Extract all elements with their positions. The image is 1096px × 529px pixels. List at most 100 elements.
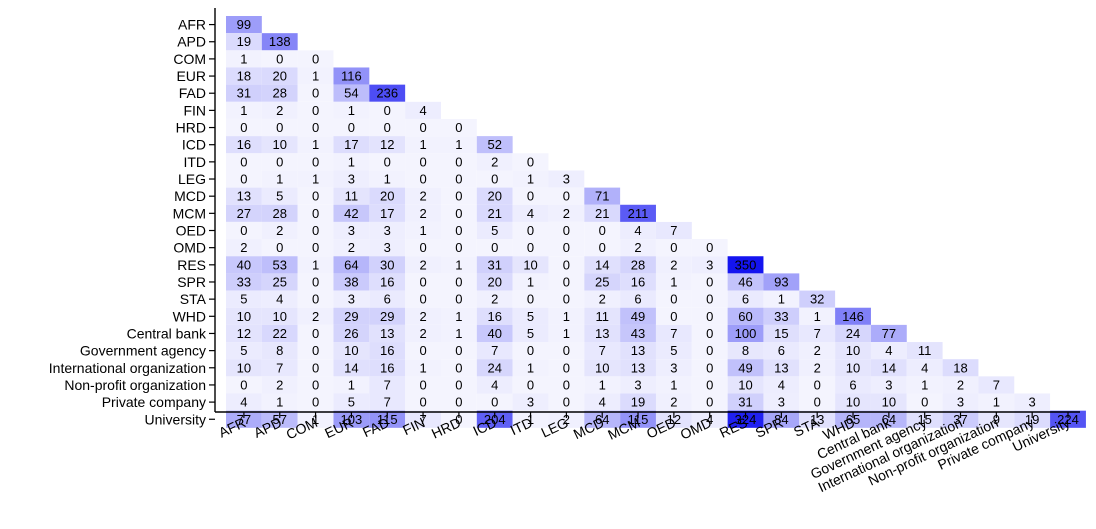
heatmap-cell-value: 0	[455, 172, 462, 187]
heatmap-cell	[405, 290, 441, 308]
heatmap-cell-value: 0	[527, 154, 534, 169]
heatmap-cell-value: 7	[814, 326, 821, 341]
heatmap-cell-value: 0	[312, 120, 319, 135]
heatmap-cell	[297, 84, 334, 102]
heatmap-cell-value: 49	[738, 360, 752, 375]
heatmap-cell	[297, 359, 334, 377]
heatmap-cell	[476, 170, 513, 188]
heatmap-cell-value: 7	[670, 223, 677, 238]
heatmap-cell	[476, 410, 513, 428]
heatmap-cell	[440, 136, 477, 154]
heatmap-cell	[261, 153, 298, 171]
heatmap-cell-value: 1	[419, 223, 426, 238]
heatmap-cell	[405, 410, 441, 428]
heatmap-cell	[655, 221, 692, 240]
heatmap-cell	[369, 221, 406, 240]
heatmap-cell	[584, 307, 621, 325]
heatmap-cell	[584, 256, 621, 274]
heatmap-cell	[369, 359, 406, 377]
heatmap-cell-value: 64	[344, 257, 358, 272]
heatmap-cell-value: 1	[670, 377, 677, 392]
heatmap-cell	[226, 67, 262, 85]
heatmap-cell	[261, 187, 298, 205]
heatmap-cell	[405, 324, 441, 343]
heatmap-cell-value: 116	[341, 69, 362, 84]
heatmap-cell-value: 146	[842, 309, 864, 324]
heatmap-cell	[333, 101, 370, 119]
heatmap-cell-value: 2	[419, 189, 426, 204]
heatmap-cell-value: 4	[240, 395, 247, 410]
heatmap-cell-value: 16	[237, 137, 251, 152]
heatmap-cell-value: 0	[455, 274, 462, 289]
heatmap-cell	[226, 153, 262, 171]
heatmap-cell-value: 0	[491, 172, 498, 187]
heatmap-cell-value: 25	[595, 274, 609, 289]
heatmap-cell	[727, 256, 764, 274]
heatmap-cell	[440, 290, 477, 308]
heatmap-cell	[691, 324, 728, 343]
y-tick-label: MCM	[173, 205, 206, 221]
heatmap-cell	[333, 221, 370, 240]
y-tick-label: RES	[177, 257, 206, 273]
heatmap-cell	[620, 376, 656, 394]
heatmap-cell	[512, 359, 549, 377]
heatmap-cell	[440, 153, 477, 171]
heatmap-cell-value: 2	[348, 240, 355, 255]
heatmap-cell-value: 13	[380, 326, 394, 341]
heatmap-cell	[655, 393, 692, 411]
heatmap-cell-value: 10	[523, 257, 537, 272]
y-tick-label: Non-profit organization	[64, 377, 206, 393]
heatmap-cell-value: 40	[237, 257, 251, 272]
heatmap-cell	[835, 324, 871, 343]
heatmap-cell	[440, 170, 477, 188]
heatmap-cell	[261, 170, 298, 188]
heatmap-cell	[440, 221, 477, 240]
heatmap-cell	[512, 273, 549, 291]
heatmap-cell	[405, 136, 441, 154]
heatmap-cell	[655, 239, 692, 257]
heatmap-cell	[369, 290, 406, 308]
heatmap-cell-value: 0	[706, 360, 713, 375]
heatmap-cell	[476, 187, 513, 205]
heatmap-cell	[333, 153, 370, 171]
heatmap-cell	[476, 359, 513, 377]
heatmap-cell	[691, 273, 728, 291]
heatmap-cell	[226, 101, 262, 119]
heatmap-cell-value: 1	[312, 412, 319, 427]
heatmap-cell	[655, 290, 692, 308]
heatmap-cell	[333, 342, 370, 360]
heatmap-cell-value: 0	[455, 412, 462, 427]
heatmap-cell-value: 77	[237, 412, 251, 427]
heatmap-cell	[655, 359, 692, 377]
heatmap-cell-value: 0	[419, 377, 426, 392]
heatmap-cell-value: 5	[670, 343, 677, 358]
heatmap-cell-value: 1	[312, 172, 319, 187]
heatmap-cell	[512, 307, 549, 325]
y-tick-label: ITD	[183, 154, 206, 170]
heatmap-cell	[799, 359, 836, 377]
heatmap-cell-value: 0	[312, 292, 319, 307]
heatmap-cell	[297, 204, 334, 222]
heatmap-cell-value: 13	[595, 326, 609, 341]
heatmap-cell-value: 1	[455, 137, 462, 152]
heatmap-cell-value: 77	[882, 326, 896, 341]
heatmap-cell-value: 0	[240, 377, 247, 392]
heatmap-cell-value: 1	[455, 257, 462, 272]
heatmap-cell-value: 1	[527, 412, 534, 427]
heatmap-cell	[226, 307, 262, 325]
heatmap-cell-value: 2	[814, 343, 821, 358]
heatmap-cell-value: 3	[634, 377, 641, 392]
heatmap-cell	[440, 118, 477, 137]
heatmap-cell-value: 2	[491, 154, 498, 169]
heatmap-cell	[261, 359, 298, 377]
heatmap-cell-value: 0	[276, 120, 283, 135]
heatmap-cell-value: 3	[384, 223, 391, 238]
heatmap-cell-value: 10	[738, 377, 752, 392]
heatmap-cell	[548, 342, 585, 360]
heatmap-cell	[584, 187, 621, 205]
heatmap-cell-value: 42	[344, 206, 358, 221]
heatmap-cell	[405, 101, 441, 119]
heatmap-cell-value: 0	[312, 223, 319, 238]
heatmap-cell	[727, 273, 764, 291]
heatmap-cell-value: 3	[670, 360, 677, 375]
